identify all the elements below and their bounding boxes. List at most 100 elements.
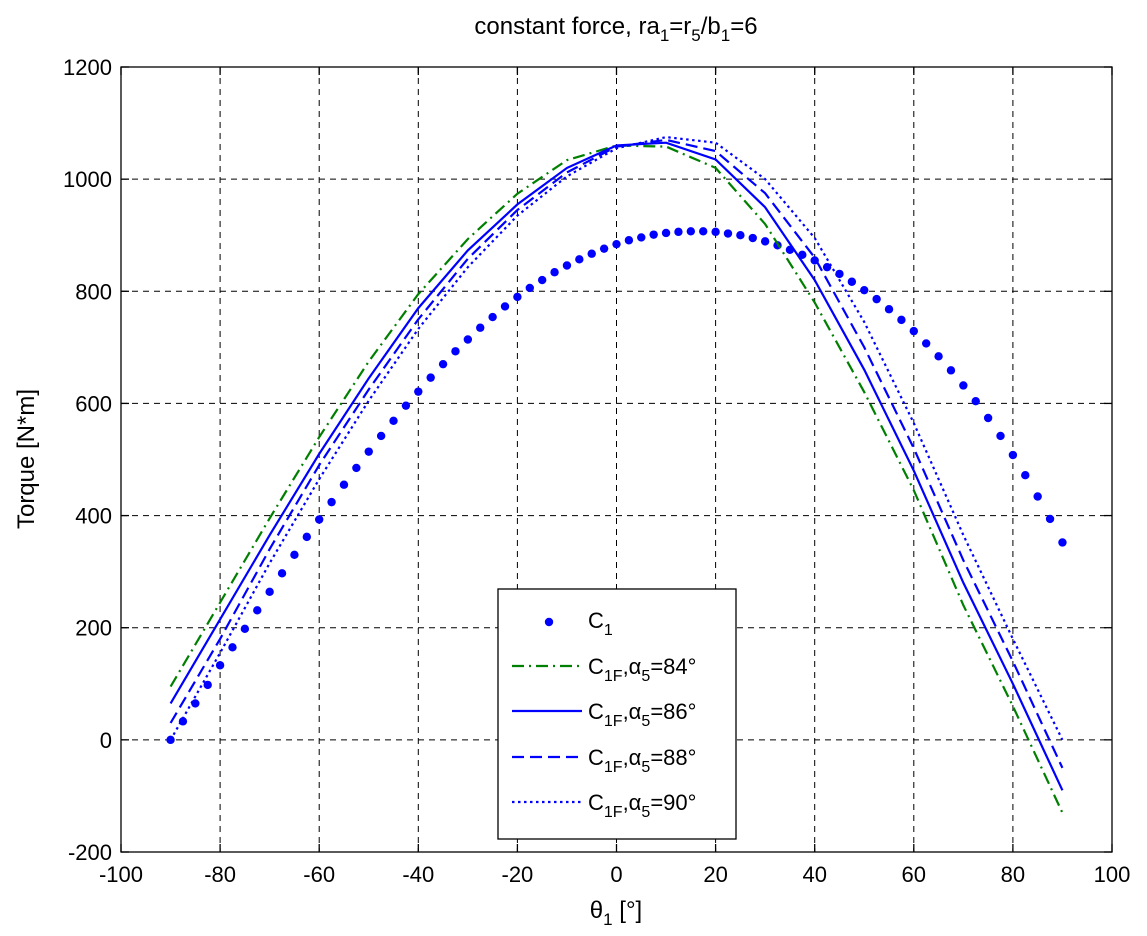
y-tick-label: 0 (100, 728, 112, 753)
y-axis-label: Torque [N*m] (13, 389, 40, 529)
series-layer (166, 135, 1067, 814)
data-point (599, 244, 609, 253)
data-point (376, 431, 386, 441)
data-point (736, 231, 745, 240)
y-tick-label: 1000 (63, 167, 112, 192)
y-tick-label: 200 (75, 616, 112, 641)
data-point (315, 515, 324, 524)
x-tick-label: 40 (802, 862, 826, 887)
y-tick-labels: -200 0 200 400 600 800 1000 1200 (63, 55, 112, 865)
x-tick-label: -60 (303, 862, 335, 887)
data-point (488, 312, 497, 322)
x-tick-label: 60 (902, 862, 926, 887)
data-point (389, 416, 398, 426)
data-point (203, 680, 212, 690)
x-tick-label: -80 (204, 862, 236, 887)
x-tick-label: -20 (502, 862, 534, 887)
data-point (364, 447, 373, 456)
legend-items: C1 C1F,α5=84° C1F,α5=86° C1F,α5=88° C1F,α5=9… (512, 608, 696, 821)
series-line (169, 135, 1064, 741)
data-point (921, 339, 931, 348)
data-point (451, 347, 460, 356)
series-line (169, 138, 1064, 769)
data-point (426, 373, 435, 382)
data-point (240, 624, 250, 634)
data-point (253, 606, 262, 615)
data-point (414, 387, 423, 396)
data-point (587, 249, 596, 258)
x-tick-label: -40 (402, 862, 434, 887)
data-point (860, 285, 869, 295)
legend-label: C1F,α5=84° (588, 654, 696, 685)
data-point (748, 233, 757, 243)
chart-title: constant force, ra1=r5/b1=6 (474, 13, 757, 45)
x-tick-label: -100 (99, 862, 143, 887)
legend-box (497, 588, 737, 840)
series-4 (169, 138, 1064, 769)
data-point (476, 323, 485, 332)
legend: C1 C1F,α5=84° C1F,α5=86° C1F,α5=88° C1F,α5=9… (497, 588, 737, 840)
legend-label: C1F,α5=88° (588, 745, 696, 776)
data-point (637, 233, 646, 242)
x-axis-label: θ1 [°] (590, 897, 642, 929)
legend-label: C1 (588, 608, 613, 639)
legend-item: C1 (544, 608, 613, 639)
data-point (265, 587, 274, 597)
y-tick-label: 400 (75, 504, 112, 529)
legend-item: C1F,α5=86° (512, 699, 696, 730)
data-point (575, 255, 584, 264)
data-point (562, 261, 572, 270)
data-point (723, 229, 733, 238)
data-point (537, 275, 547, 285)
data-point (884, 305, 894, 314)
legend-item: C1F,α5=90° (512, 790, 696, 821)
data-point (339, 480, 349, 489)
ticks (120, 66, 1113, 853)
data-point (1021, 471, 1030, 480)
y-tick-label: 800 (75, 279, 112, 304)
x-tick-labels: -100 -80 -60 -40 -20 0 20 40 60 80 100 (99, 862, 1130, 887)
data-point (959, 381, 968, 390)
legend-label: C1F,α5=90° (588, 790, 696, 821)
data-point (401, 401, 411, 410)
legend-item: C1F,α5=84° (512, 654, 696, 685)
data-point (327, 497, 336, 507)
data-point (438, 359, 448, 369)
data-point (897, 315, 906, 325)
data-point (277, 569, 287, 578)
data-point (228, 643, 237, 652)
y-tick-label: 600 (75, 391, 112, 416)
data-point (1008, 450, 1018, 460)
data-point (847, 277, 857, 286)
data-point (191, 699, 200, 708)
data-point (996, 431, 1005, 441)
data-point (550, 268, 559, 277)
legend-marker (544, 617, 554, 627)
data-point (1045, 514, 1055, 524)
data-point (649, 230, 658, 239)
data-point (624, 236, 634, 245)
x-tick-label: 20 (703, 862, 727, 887)
x-tick-label: 0 (610, 862, 622, 887)
data-point (946, 366, 956, 375)
data-point (302, 532, 312, 542)
data-point (290, 550, 299, 560)
data-point (872, 294, 881, 304)
data-point (612, 239, 621, 249)
series-line (169, 144, 1064, 814)
data-point (983, 413, 993, 423)
series-5 (169, 135, 1064, 741)
data-point (934, 352, 943, 361)
data-point (686, 227, 696, 236)
data-point (1058, 538, 1067, 547)
x-tick-label: 80 (1001, 862, 1025, 887)
data-point (513, 292, 522, 302)
data-point (699, 227, 708, 236)
data-point (711, 227, 720, 237)
legend-item: C1F,α5=88° (512, 745, 696, 776)
y-tick-label: -200 (68, 840, 112, 865)
data-point (215, 661, 225, 670)
y-tick-label: 1200 (63, 55, 112, 80)
data-point (352, 463, 361, 473)
